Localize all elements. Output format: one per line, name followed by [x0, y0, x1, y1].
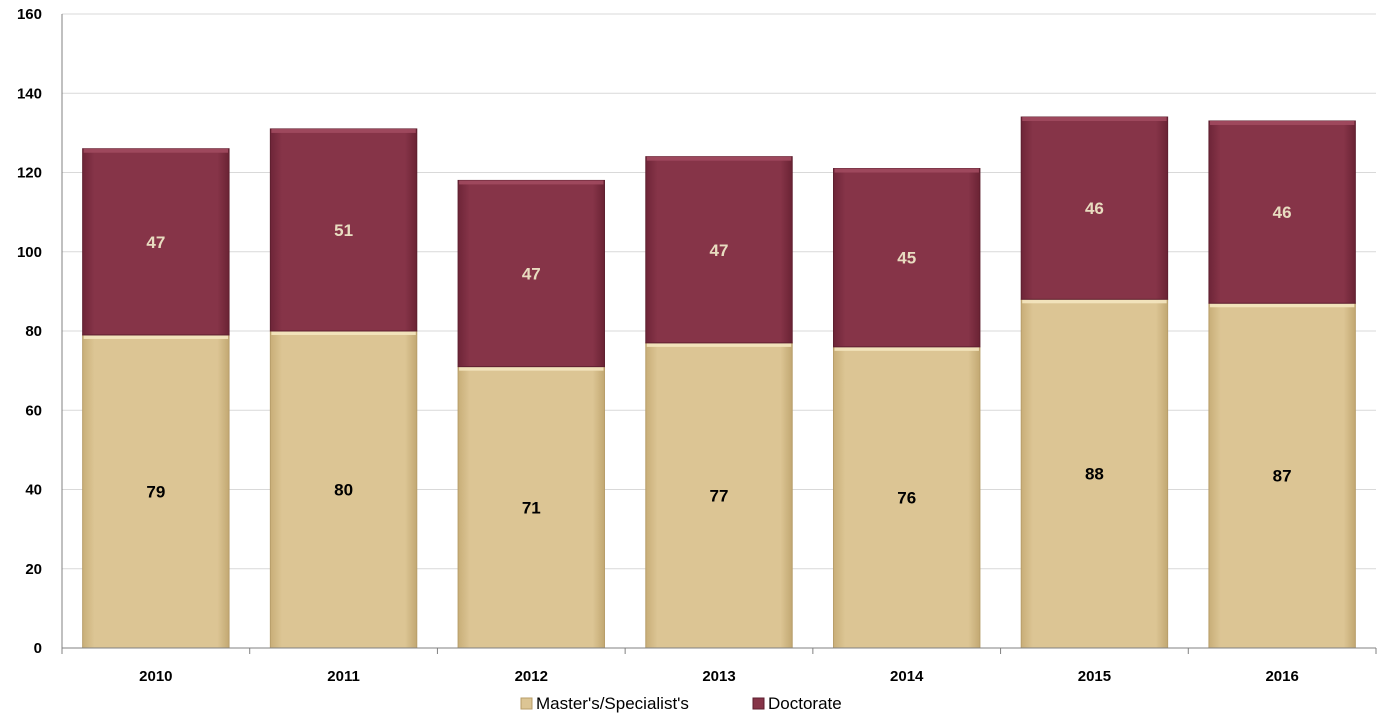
legend-entry: Master's/Specialist's — [536, 694, 689, 713]
bar-segment — [1020, 116, 1169, 300]
bar-bevel — [1209, 303, 1355, 308]
bar-value-label: 80 — [334, 481, 353, 500]
bar-segment — [82, 334, 230, 649]
bar-bevel — [646, 156, 792, 161]
bar-bevel — [1022, 299, 1167, 304]
y-tick-label: 120 — [17, 165, 42, 182]
legend-entry: Doctorate — [768, 694, 842, 713]
bar-bevel — [459, 366, 604, 371]
y-tick-label: 160 — [17, 6, 42, 23]
bar-value-label: 76 — [897, 488, 916, 507]
bar-segment — [82, 148, 230, 336]
bar-value-label: 46 — [1273, 203, 1292, 222]
bar-value-label: 88 — [1085, 465, 1104, 484]
bar-bevel — [834, 168, 979, 173]
bar-bevel — [646, 342, 792, 347]
x-tick-label: 2016 — [1265, 668, 1298, 685]
bar-bevel — [83, 148, 229, 153]
bar-value-label: 46 — [1085, 199, 1104, 218]
legend-swatch — [752, 697, 765, 710]
bar-value-label: 47 — [146, 233, 165, 252]
y-tick-label: 20 — [25, 561, 42, 578]
bar-bevel — [1022, 117, 1167, 122]
y-tick-label: 60 — [25, 402, 42, 419]
bar-segment — [1020, 298, 1169, 649]
bar-bevel — [271, 331, 416, 335]
bar-bevel — [271, 128, 416, 133]
bar-segment — [833, 168, 981, 348]
x-tick-label: 2013 — [702, 668, 735, 685]
legend-swatch — [520, 697, 533, 710]
bar-bevel — [83, 334, 229, 339]
bar-value-label: 47 — [710, 241, 729, 260]
bars — [82, 116, 1356, 649]
x-tick-label: 2014 — [890, 668, 924, 685]
bar-bevel — [1209, 120, 1355, 125]
x-tick-label: 2011 — [327, 668, 360, 685]
bar-bevel — [834, 346, 979, 351]
y-tick-label: 80 — [25, 323, 42, 340]
x-tick-label: 2012 — [515, 668, 548, 685]
y-tick-label: 40 — [25, 482, 42, 499]
bar-segment — [457, 179, 605, 368]
bar-value-label: 47 — [522, 265, 541, 284]
x-tick-label: 2015 — [1078, 668, 1111, 685]
bar-segment — [269, 128, 418, 332]
axes: 0 20 40 60 80 100 120 140 160 2010 2011 2012 2013 201… — [17, 6, 1377, 685]
bar-segment — [269, 330, 418, 649]
bar-value-label: 51 — [334, 221, 353, 240]
y-tick-label: 140 — [17, 85, 42, 102]
bar-value-label: 45 — [897, 249, 916, 268]
bar-value-label: 77 — [710, 486, 729, 505]
y-tick-label: 100 — [17, 244, 42, 261]
bar-segment — [457, 366, 605, 649]
bar-value-label: 79 — [146, 482, 165, 501]
y-tick-label: 0 — [34, 640, 42, 657]
x-tick-label: 2010 — [139, 668, 172, 685]
value-labels: 79 47 80 51 71 47 77 47 76 45 88 46 87 46 — [146, 199, 1291, 517]
bar-segment — [1208, 120, 1356, 304]
bar-value-label: 71 — [522, 498, 541, 517]
legend: Master's/Specialist's Doctorate — [520, 694, 842, 713]
bar-segment — [1208, 302, 1356, 649]
bar-segment — [645, 156, 793, 344]
bar-bevel — [459, 180, 604, 185]
bar-value-label: 87 — [1273, 467, 1292, 486]
